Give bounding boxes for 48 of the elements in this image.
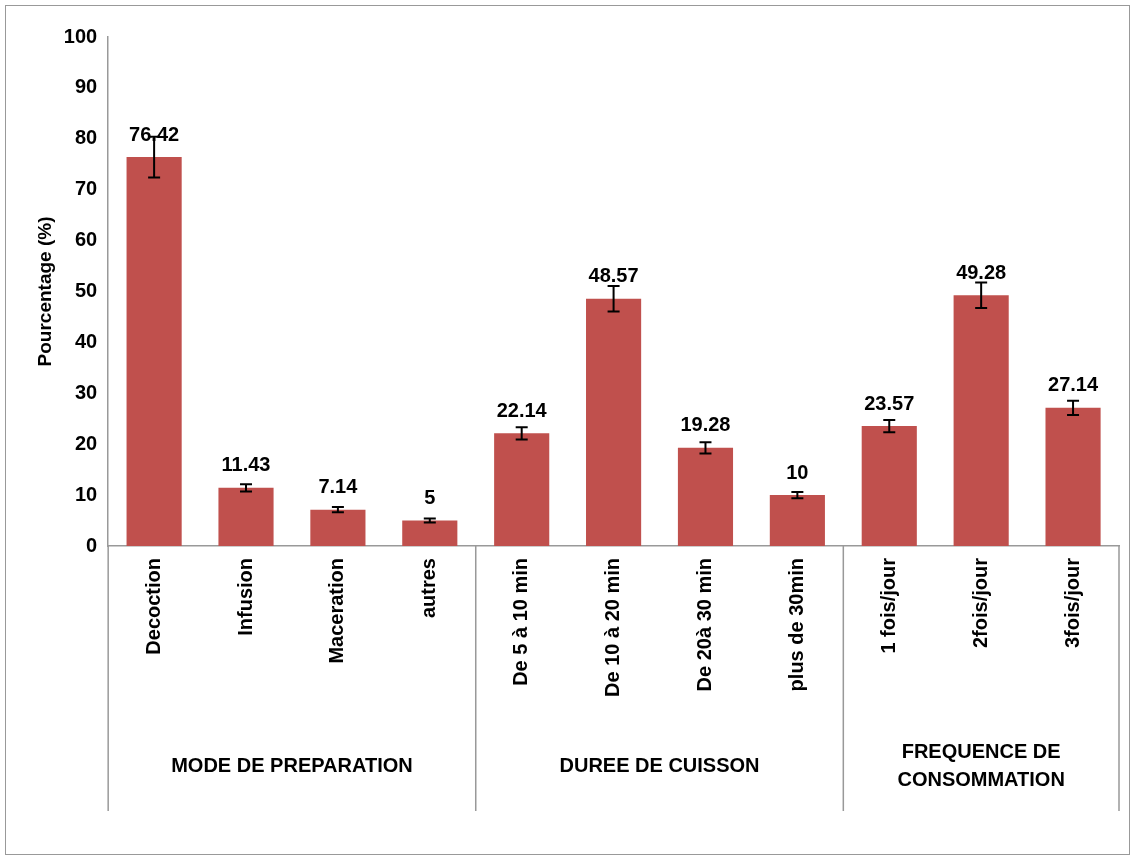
x-tick-label: 1 fois/jour	[876, 557, 899, 654]
bar	[677, 447, 734, 546]
y-tick-label: 20	[74, 431, 98, 454]
y-tick-label: 100	[63, 24, 98, 47]
text: FREQUENCE DE CONSOMMATION	[897, 739, 1065, 790]
data-label: 19.28	[680, 413, 731, 436]
x-tick-label: De 20à 30 min	[692, 558, 715, 692]
data-label: 23.57	[864, 391, 915, 414]
data-label: 5	[424, 486, 436, 509]
data-label: 49.28	[956, 260, 1007, 283]
y-tick-label: 80	[74, 126, 98, 149]
data-label: 48.57	[588, 264, 639, 287]
data-label: 22.14	[496, 398, 548, 421]
y-tick-label: 50	[74, 279, 98, 302]
bar	[218, 487, 274, 546]
x-tick-label: 2fois/jour	[968, 557, 991, 649]
bar	[402, 520, 458, 546]
bar	[861, 426, 917, 546]
text: DUREE DE CUISSON	[559, 753, 760, 776]
bar	[586, 298, 642, 546]
y-tick-label: 90	[74, 75, 98, 98]
bar	[953, 295, 1009, 546]
bar	[310, 509, 366, 546]
x-tick-label: Decoction	[141, 558, 164, 655]
x-tick-label: De 5 à 10 min	[509, 558, 532, 686]
bar	[494, 433, 550, 546]
bar	[769, 495, 825, 546]
x-tick-label: autres	[417, 558, 440, 619]
data-label: 11.43	[221, 453, 271, 476]
x-tick-label: De 10 à 20 min	[601, 558, 624, 697]
data-label: 7.14	[318, 475, 359, 498]
y-tick-label: 0	[86, 533, 98, 556]
bar	[1045, 407, 1101, 546]
data-label: 10	[786, 460, 809, 483]
bar	[126, 157, 182, 546]
y-tick-label: 70	[74, 177, 98, 200]
x-tick-label: Infusion	[233, 558, 256, 636]
x-tick-label: plus de 30min	[784, 558, 807, 692]
data-label: 76.42	[129, 122, 180, 145]
y-tick-label: 40	[74, 329, 98, 352]
y-tick-label: 30	[74, 380, 98, 403]
x-tick-label: Maceration	[325, 558, 348, 664]
data-label: 27.14	[1048, 373, 1099, 396]
y-tick-label: 10	[74, 482, 98, 505]
y-tick-label: 60	[74, 228, 98, 251]
x-tick-label: 3fois/jour	[1060, 557, 1083, 649]
text: MODE DE PREPARATION	[171, 753, 413, 776]
y-axis-title: Pourcentage (%)	[33, 216, 55, 367]
